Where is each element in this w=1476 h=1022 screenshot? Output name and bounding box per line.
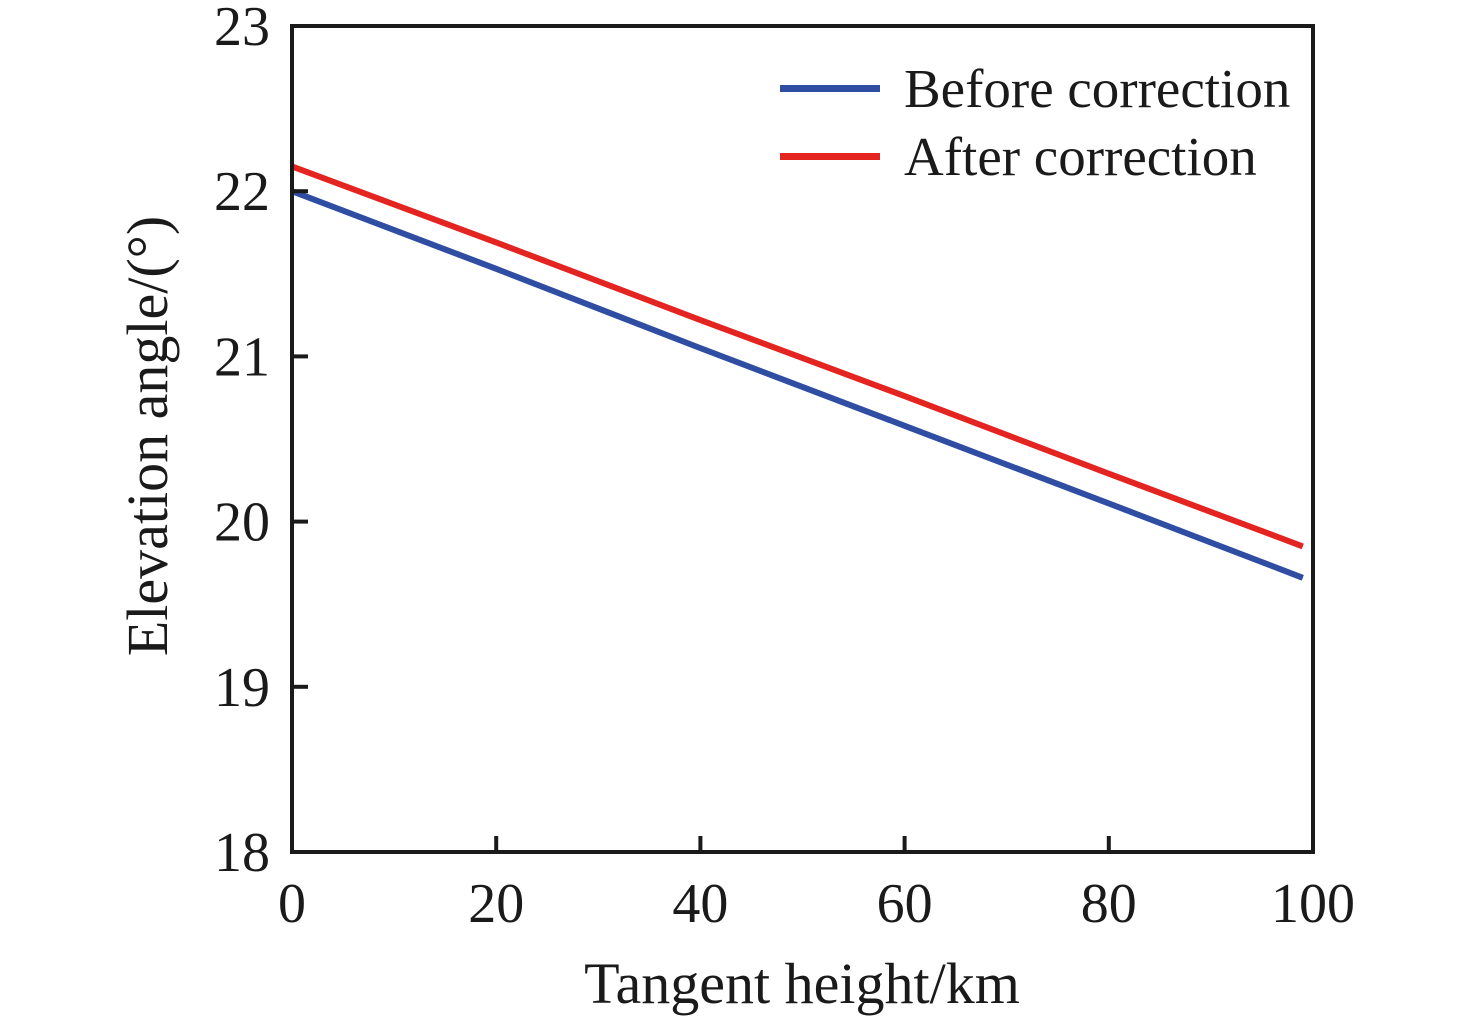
y-tick-label: 20 bbox=[214, 492, 270, 554]
y-axis-title: Elevation angle/(°) bbox=[115, 215, 180, 657]
series-line-before-correction bbox=[290, 188, 1304, 581]
legend: Before correction After correction bbox=[780, 54, 1290, 190]
y-tick-label: 22 bbox=[214, 161, 270, 223]
legend-item-before-correction: Before correction bbox=[780, 54, 1290, 122]
axes-box bbox=[290, 24, 1315, 854]
x-axis-title: Tangent height/km bbox=[584, 951, 1020, 1016]
x-tick-label: 60 bbox=[877, 873, 933, 935]
x-tick-label: 80 bbox=[1081, 873, 1137, 935]
x-tick-label: 100 bbox=[1271, 873, 1355, 935]
legend-item-after-correction: After correction bbox=[780, 122, 1290, 190]
series-line-after-correction bbox=[290, 163, 1304, 550]
y-tick-label: 19 bbox=[214, 657, 270, 719]
legend-label-after-correction: After correction bbox=[904, 125, 1257, 187]
x-tick-label: 40 bbox=[672, 873, 728, 935]
legend-swatch-red-line bbox=[780, 152, 880, 160]
legend-label-before-correction: Before correction bbox=[904, 57, 1291, 119]
y-tick-label: 18 bbox=[214, 822, 270, 884]
x-tick-label: 0 bbox=[278, 873, 306, 935]
y-tick-label: 21 bbox=[214, 326, 270, 388]
y-tick-label: 23 bbox=[214, 0, 270, 58]
legend-swatch-blue-line bbox=[780, 84, 880, 92]
x-tick-label: 20 bbox=[468, 873, 524, 935]
